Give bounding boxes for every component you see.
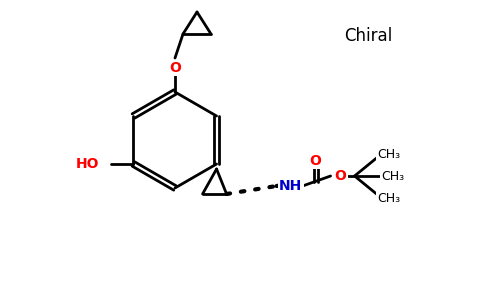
Text: O: O <box>310 154 321 168</box>
Text: CH₃: CH₃ <box>381 169 404 182</box>
Text: NH: NH <box>279 179 302 193</box>
Text: O: O <box>334 169 347 183</box>
Text: CH₃: CH₃ <box>377 191 400 205</box>
Text: CH₃: CH₃ <box>377 148 400 160</box>
Text: HO: HO <box>76 157 99 171</box>
Text: O: O <box>169 61 181 75</box>
Text: Chiral: Chiral <box>344 27 392 45</box>
